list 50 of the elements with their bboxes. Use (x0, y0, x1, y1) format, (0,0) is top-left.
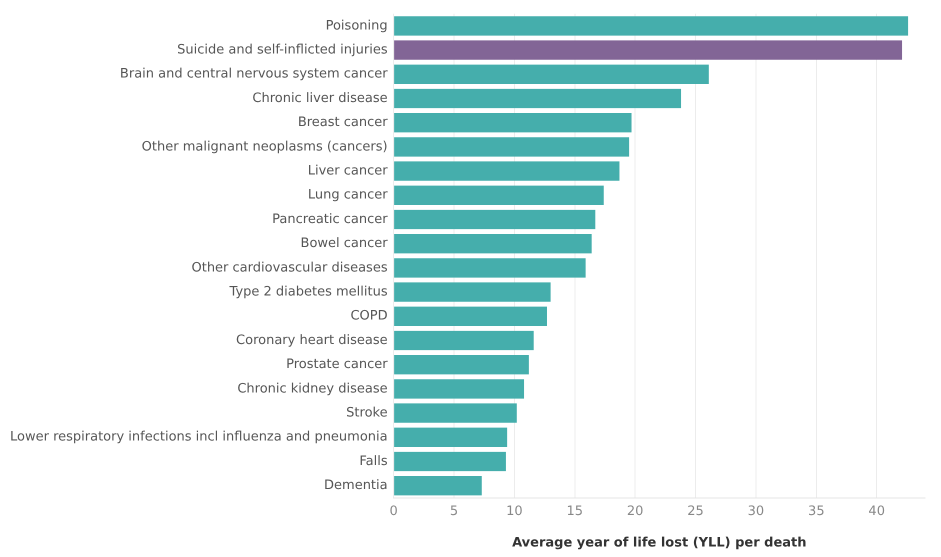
x-tick-label: 15 (566, 504, 584, 519)
y-tick-label: Suicide and self-inflicted injuries (177, 42, 388, 58)
y-tick-label: Chronic kidney disease (237, 381, 388, 396)
bar (394, 161, 620, 181)
y-tick-label: Liver cancer (308, 163, 388, 178)
y-tick-label: Poisoning (326, 18, 388, 34)
y-tick-label: Coronary heart disease (236, 332, 388, 348)
y-tick-label: Lung cancer (308, 188, 388, 203)
bar (394, 137, 630, 157)
bar (394, 403, 517, 423)
y-tick-label: Bowel cancer (300, 236, 388, 252)
x-tick-label: 20 (626, 504, 644, 519)
x-tick-label: 25 (687, 504, 704, 519)
x-axis-title: Average year of life lost (YLL) per death (512, 536, 807, 551)
bar (394, 210, 596, 230)
bar (394, 330, 534, 350)
bar (394, 452, 506, 472)
bar (394, 476, 482, 496)
bar (394, 186, 604, 205)
bar (394, 234, 592, 254)
bar (394, 64, 709, 84)
y-tick-label: Falls (359, 454, 388, 469)
bar (394, 40, 902, 60)
y-tick-label: COPD (350, 308, 388, 324)
bar (394, 306, 547, 326)
y-tick-label: Lower respiratory infections incl influenza and pneumonia (10, 430, 388, 445)
y-tick-label: Pancreatic cancer (272, 212, 388, 227)
x-tick-label: 30 (748, 504, 764, 519)
bar (394, 355, 529, 374)
y-tick-label: Stroke (346, 405, 388, 420)
y-tick-label: Breast cancer (298, 115, 388, 130)
x-tick-label: 10 (506, 504, 523, 519)
y-tick-label: Dementia (324, 478, 388, 494)
bar (394, 88, 682, 108)
x-tick-label: 35 (808, 504, 825, 519)
bar (394, 428, 508, 447)
y-tick-label: Brain and central nervous system cancer (120, 66, 388, 82)
y-tick-label: Type 2 diabetes mellitus (228, 284, 388, 300)
y-tick-label: Prostate cancer (286, 357, 388, 372)
y-tick-label: Other cardiovascular diseases (191, 260, 388, 276)
y-tick-label: Other malignant neoplasms (cancers) (142, 139, 388, 154)
x-tick-label: 40 (868, 504, 885, 519)
bar (394, 113, 632, 132)
bar (394, 258, 586, 278)
bar (394, 379, 524, 399)
y-tick-label: Chronic liver disease (252, 90, 388, 106)
bar (394, 282, 551, 302)
bar (394, 16, 908, 36)
x-tick-label: 0 (389, 504, 398, 519)
x-tick-label: 5 (450, 504, 458, 519)
